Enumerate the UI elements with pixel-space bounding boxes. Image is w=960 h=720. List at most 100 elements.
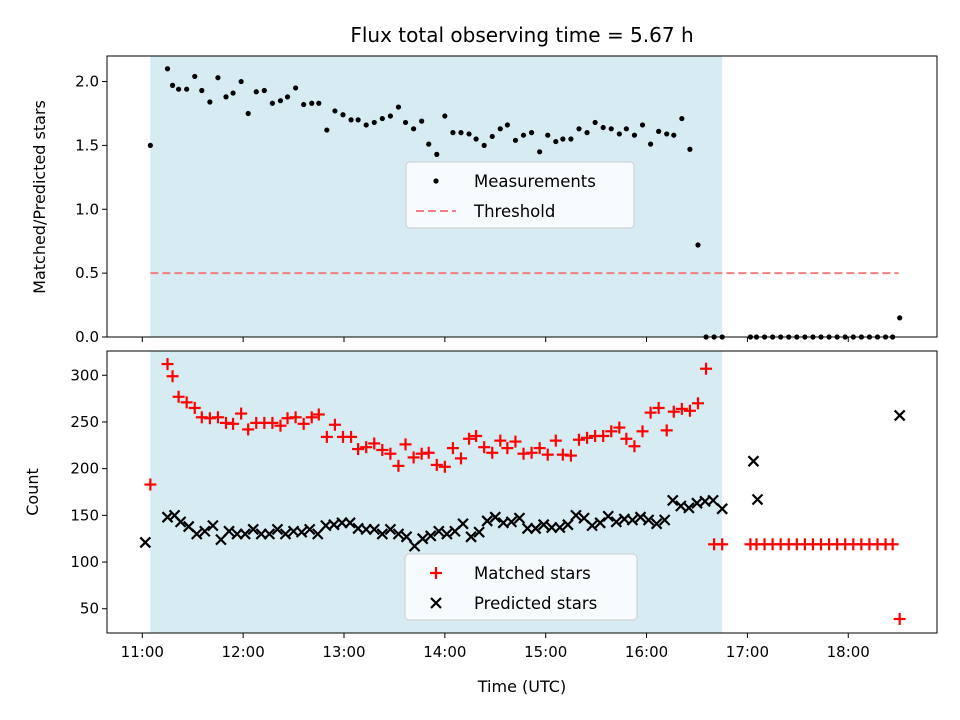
measurement-point	[363, 122, 369, 128]
predicted-stars-point	[642, 514, 655, 526]
matched-stars-point	[172, 390, 185, 403]
matched-stars-point	[180, 396, 193, 409]
measurement-point	[679, 115, 685, 122]
matched-stars-point	[352, 443, 365, 456]
predicted-stars-point	[190, 528, 203, 540]
predicted-stars-point	[562, 518, 574, 531]
matched-stars-point	[509, 435, 522, 448]
matched-stars-point	[235, 407, 248, 420]
measurement-point	[639, 122, 646, 128]
matched-stars-point	[376, 443, 389, 456]
matched-stars-point	[360, 441, 373, 454]
top-axes-frame	[106, 55, 938, 338]
predicted-stars-legend-label: Predicted stars	[474, 594, 597, 613]
predicted-stars-point	[751, 493, 764, 506]
matched-stars-point	[320, 430, 333, 443]
predicted-stars-point	[247, 523, 260, 536]
measurement-point	[504, 122, 510, 128]
measurement-point	[537, 149, 543, 155]
matched-stars-point	[700, 362, 713, 375]
measurement-point	[671, 132, 677, 138]
measurement-point	[238, 78, 244, 85]
measurement-point	[355, 117, 361, 123]
measurement-point	[592, 119, 598, 126]
predicted-stars-point	[893, 409, 906, 422]
matched-stars-point	[166, 370, 179, 383]
x-tick-label: 15:00	[524, 643, 567, 661]
matched-stars-point	[478, 441, 491, 454]
measurement-point	[332, 108, 338, 114]
predicted-stars-point	[610, 516, 623, 528]
bottom-y-axis-label: Count	[23, 468, 42, 516]
measurement-point	[316, 100, 322, 106]
measurement-point	[458, 130, 464, 136]
top-y-tick-label: 0.5	[75, 264, 99, 282]
matched-stars-series	[144, 358, 906, 625]
bottom-y-tick-label: 200	[70, 460, 99, 478]
predicted-stars-series	[139, 409, 906, 552]
measurement-point	[215, 75, 221, 81]
measurement-point	[545, 132, 551, 138]
matched-stars-point	[581, 431, 594, 444]
predicted-stars-point	[489, 511, 502, 523]
predicted-stars-point	[602, 510, 615, 523]
matched-stars-point	[636, 425, 649, 438]
predicted-stars-point	[384, 523, 397, 536]
predicted-stars-point	[707, 494, 719, 507]
measurement-point	[309, 100, 315, 106]
measurement-point	[426, 141, 432, 147]
bottom-axes-frame	[106, 350, 938, 634]
measurements-legend-marker	[433, 178, 439, 184]
measurement-point	[560, 136, 566, 142]
predicted-stars-point	[344, 517, 356, 529]
measurement-point	[481, 142, 487, 149]
predicted-stars-point	[433, 525, 445, 537]
measurement-point	[223, 94, 229, 100]
matched-stars-point	[501, 442, 514, 455]
threshold-legend-label: Threshold	[473, 202, 555, 221]
measurement-point	[269, 100, 275, 106]
matched-stars-point	[227, 417, 240, 430]
predicted-stars-point	[634, 511, 647, 523]
matched-stars-point	[886, 538, 899, 551]
measurement-point	[553, 138, 559, 145]
matched-stars-point	[628, 440, 641, 453]
measurement-point	[348, 117, 354, 123]
predicted-stars-point	[481, 515, 493, 527]
bottom-y-tick-label: 50	[80, 600, 99, 618]
measurement-point	[600, 124, 606, 131]
measurement-point	[473, 136, 479, 142]
measurement-point	[261, 87, 267, 94]
matched-stars-point	[605, 425, 618, 438]
matched-stars-point	[242, 423, 255, 436]
matched-stars-point	[564, 449, 577, 462]
matched-stars-legend-label: Matched stars	[474, 564, 591, 583]
measurement-point	[395, 104, 402, 110]
matched-stars-point	[446, 442, 459, 455]
matched-stars-point	[683, 404, 696, 417]
measurement-point	[616, 131, 622, 137]
measurement-point	[631, 132, 638, 138]
measurement-point	[623, 126, 629, 132]
matched-stars-point	[644, 406, 657, 419]
matched-stars-point	[368, 437, 381, 450]
bottom-y-tick-label: 100	[70, 553, 99, 571]
bottom-panel: 50 100 150 200 250 300 11:00 12:00 13:00 14:00 15…	[23, 350, 938, 696]
bottom-x-ticks: 11:00 12:00 13:00 14:00 15:00 16:00 17:00 18:00	[121, 633, 870, 661]
matched-stars-point	[494, 434, 507, 447]
top-y-tick-label: 2.0	[75, 73, 99, 91]
matched-stars-point	[597, 429, 610, 442]
predicted-stars-point	[650, 517, 663, 530]
measurement-point	[584, 130, 590, 136]
measurement-point	[410, 126, 417, 132]
predicted-stars-point	[424, 530, 437, 542]
predicted-stars-point	[295, 526, 308, 538]
matched-stars-point	[289, 411, 302, 424]
matched-stars-point	[399, 438, 412, 451]
measurement-point	[489, 133, 495, 140]
measurement-point	[164, 66, 171, 72]
measurement-point	[284, 94, 291, 100]
predicted-stars-point	[529, 522, 542, 535]
bottom-legend: Matched stars Predicted stars	[404, 553, 638, 621]
